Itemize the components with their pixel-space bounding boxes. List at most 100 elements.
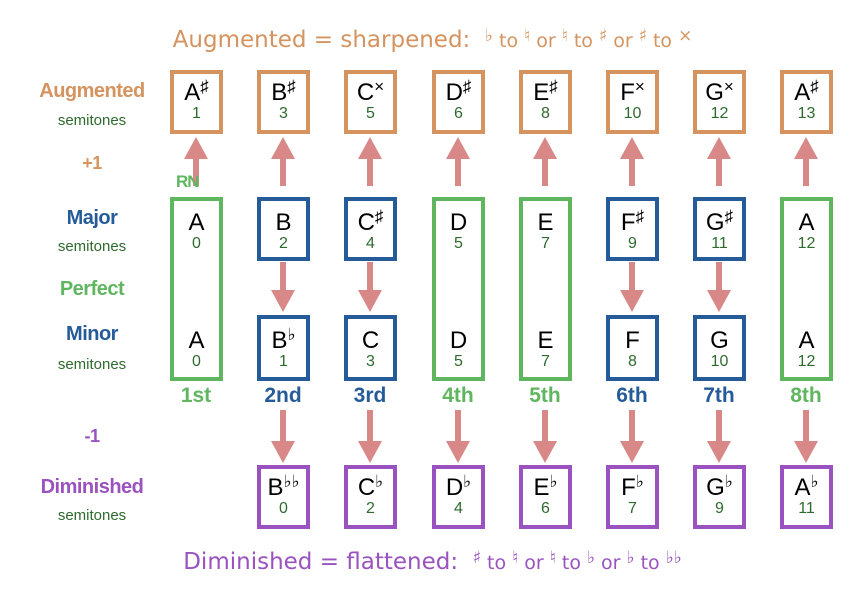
semitone-count: 5 (454, 353, 463, 370)
semitone-count: 0 (192, 235, 201, 252)
accidental-symbol: ♭ (586, 548, 596, 568)
caption-word: to (567, 30, 599, 52)
semitone-count: 12 (797, 235, 816, 252)
accidental: ♭ (810, 472, 819, 491)
caption-word: or (607, 30, 639, 52)
caption-word: to (555, 552, 587, 574)
note-name: F (625, 327, 640, 354)
note-name: C× (356, 77, 385, 106)
arrow-up-icon (794, 137, 818, 186)
augmented-note: B♯ 3 (261, 77, 306, 122)
diminished-caption: Diminished = flattened: ♯ to ♮ or ♮ to ♭… (0, 548, 865, 575)
semitone-count: 5 (454, 235, 463, 252)
diminished-note: G♭ 9 (697, 472, 742, 517)
arrow-up-icon (446, 137, 470, 186)
diminished-note: C♭ 2 (348, 473, 393, 517)
semitone-count: 7 (628, 500, 637, 517)
accidental-symbol: ♯ (598, 26, 608, 46)
arrow-up-icon (707, 137, 731, 186)
major-box: C♯ 4 (344, 197, 397, 261)
augmented-note: A♯ 1 (174, 77, 219, 122)
arrow-up-icon (271, 137, 295, 186)
caption-word: or (595, 552, 627, 574)
accidental: × (723, 77, 734, 96)
diminished-note: A♭ 11 (784, 472, 829, 517)
note-name: A (188, 327, 205, 354)
major-box: F♯ 9 (606, 197, 659, 261)
semitone-count: 1 (279, 353, 288, 370)
minor-box: G 10 (693, 315, 746, 381)
semitone-count: 9 (628, 235, 637, 252)
semitone-count: 10 (710, 353, 729, 370)
note-name: D (449, 327, 468, 354)
augmented-box: E♯ 8 (519, 70, 572, 134)
accidental-symbol: ♭♭ (665, 548, 682, 568)
semitone-count: 3 (279, 105, 288, 122)
accidental: ♯ (374, 207, 384, 226)
semitone-count: 11 (711, 235, 728, 252)
semitone-count: 2 (366, 500, 375, 517)
accidental: ♭♭ (283, 472, 300, 491)
caption-text: Augmented = sharpened: (172, 27, 485, 53)
caption-word: to (634, 552, 666, 574)
note-name: A (798, 209, 815, 236)
label-minor: Minor (66, 323, 118, 345)
label-semitones: semitones (57, 112, 127, 129)
caption-word: to (492, 30, 525, 52)
caption-word: to (646, 30, 679, 52)
minor-box: B♭ 1 (257, 315, 310, 381)
accidental-symbol: ♯ (638, 26, 647, 46)
arrow-down-icon (271, 262, 295, 312)
caption-text: Diminished = flattened: (183, 549, 473, 575)
note-name: B♯ (271, 77, 296, 106)
semitone-count: 4 (454, 500, 463, 517)
note-name: A (798, 327, 815, 354)
arrow-up-icon (620, 137, 644, 186)
degree-label: 4th (442, 384, 474, 407)
note-name: G♯ (705, 207, 734, 236)
note-name: B (275, 209, 292, 236)
note-name: G♭ (706, 472, 733, 501)
arrow-up-icon (358, 137, 382, 186)
arrow-down-icon (620, 410, 644, 463)
diminished-box: D♭ 4 (432, 465, 485, 529)
diminished-note: E♭ 6 (523, 473, 568, 517)
augmented-note: A♯ 13 (784, 78, 829, 122)
label-major: Major (66, 207, 118, 229)
arrow-up-icon (184, 137, 208, 186)
accidental: ♭ (463, 472, 472, 491)
note-name: F♯ (620, 207, 645, 236)
arrow-down-icon (620, 262, 644, 312)
semitone-count: 9 (715, 500, 724, 517)
semitone-count: 13 (797, 105, 816, 122)
accidental-symbol: ♮ (512, 548, 519, 568)
diminished-box: E♭ 6 (519, 465, 572, 529)
augmented-box: F× 10 (606, 70, 659, 134)
diminished-box: F♭ 7 (606, 465, 659, 529)
degree-label: 1st (180, 384, 212, 407)
accidental: ♯ (635, 207, 645, 226)
minor-note: G 10 (697, 328, 742, 370)
accidental: ♯ (200, 77, 209, 96)
perfect-note: A 12 (784, 210, 829, 252)
semitone-count: 12 (797, 353, 816, 370)
accidental-symbol: ♯ (472, 548, 481, 568)
accidental: × (634, 77, 645, 96)
label-semitones: semitones (57, 507, 127, 524)
note-name: D♯ (445, 77, 472, 106)
augmented-box: G× 12 (693, 70, 746, 134)
semitone-count: 0 (192, 353, 201, 370)
arrow-up-icon (533, 137, 557, 186)
semitone-count: 6 (541, 500, 550, 517)
